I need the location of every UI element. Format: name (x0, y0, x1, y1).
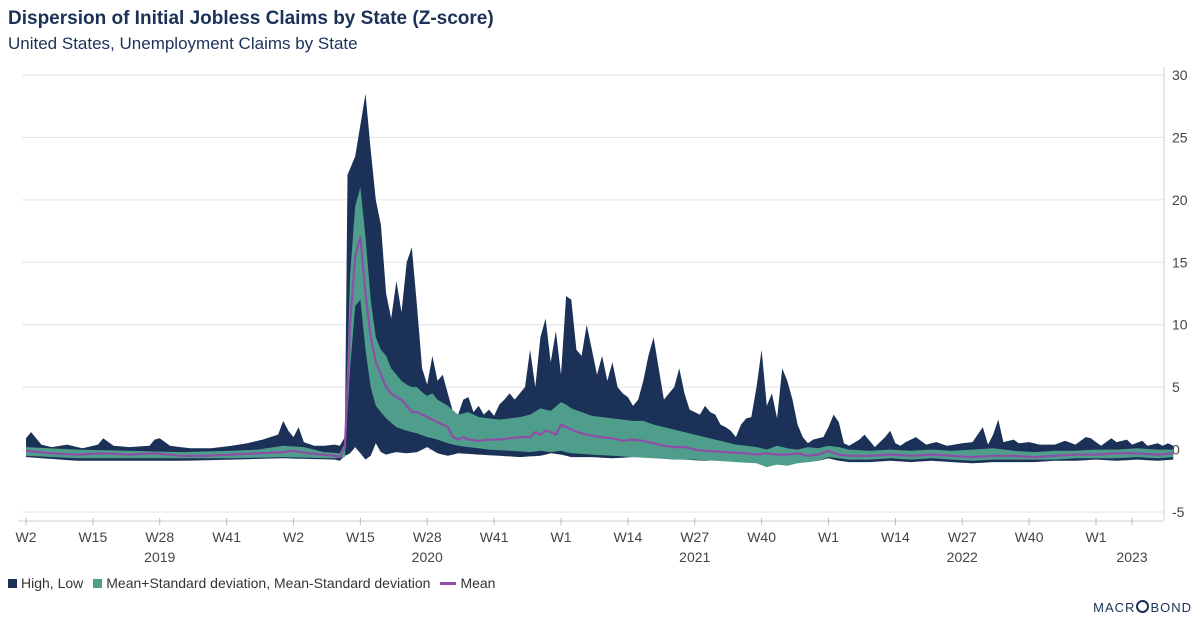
x-tick-label: W27 (948, 529, 977, 545)
mean-swatch-icon (440, 581, 457, 585)
x-tick-label: W15 (78, 529, 107, 545)
legend-item-mean: Mean (440, 575, 495, 591)
legend-item-std: Mean+Standard deviation, Mean-Standard d… (93, 575, 430, 591)
logo-o-icon (1136, 600, 1150, 613)
x-tick-label: W1 (1085, 529, 1106, 545)
y-tick-label: 0 (1172, 442, 1180, 458)
high-low-band (26, 93, 1174, 464)
std-deviation-band (26, 187, 1174, 468)
logo-text-post: BOND (1150, 600, 1192, 615)
x-tick-label: W14 (613, 529, 642, 545)
x-tick-label: W1 (818, 529, 839, 545)
x-tick-label: W40 (1015, 529, 1044, 545)
x-tick-label: W2 (283, 529, 304, 545)
x-tick-label: W14 (881, 529, 910, 545)
x-year-label: 2023 (1116, 549, 1147, 565)
chart-title: Dispersion of Initial Jobless Claims by … (8, 8, 494, 29)
x-tick-label: W28 (413, 529, 442, 545)
macrobond-logo: MACR BOND (1093, 600, 1192, 615)
x-tick-label: W2 (16, 529, 37, 545)
y-tick-label: 10 (1172, 317, 1188, 333)
y-tick-label: 25 (1172, 129, 1188, 145)
legend-label-mean: Mean (460, 575, 496, 591)
x-year-label: 2019 (144, 549, 175, 565)
logo-text-pre: MACR (1093, 600, 1136, 615)
x-year-label: 2020 (412, 549, 443, 565)
legend-label-std: Mean+Standard deviation, Mean-Standard d… (106, 575, 431, 591)
y-tick-label: -5 (1172, 504, 1185, 520)
x-tick-label: W41 (480, 529, 509, 545)
legend: High, Low Mean+Standard deviation, Mean-… (8, 575, 505, 591)
x-tick-label: W41 (212, 529, 241, 545)
x-tick-label: W1 (550, 529, 571, 545)
x-tick-label: W40 (747, 529, 776, 545)
legend-label-high-low: High, Low (21, 575, 84, 591)
y-tick-label: 20 (1172, 192, 1188, 208)
high-low-swatch-icon (8, 578, 17, 588)
chart-subtitle: United States, Unemployment Claims by St… (8, 34, 358, 53)
x-year-label: 2021 (679, 549, 710, 565)
x-tick-label: W28 (145, 529, 174, 545)
mean-line (25, 236, 1174, 459)
y-tick-label: 15 (1172, 254, 1188, 270)
y-tick-label: 30 (1172, 67, 1188, 83)
x-tick-label: W27 (680, 529, 709, 545)
x-tick-label: W15 (346, 529, 375, 545)
x-year-label: 2022 (947, 549, 978, 565)
y-tick-label: 5 (1172, 379, 1180, 395)
std-swatch-icon (93, 578, 103, 588)
legend-item-high-low: High, Low (8, 575, 83, 591)
